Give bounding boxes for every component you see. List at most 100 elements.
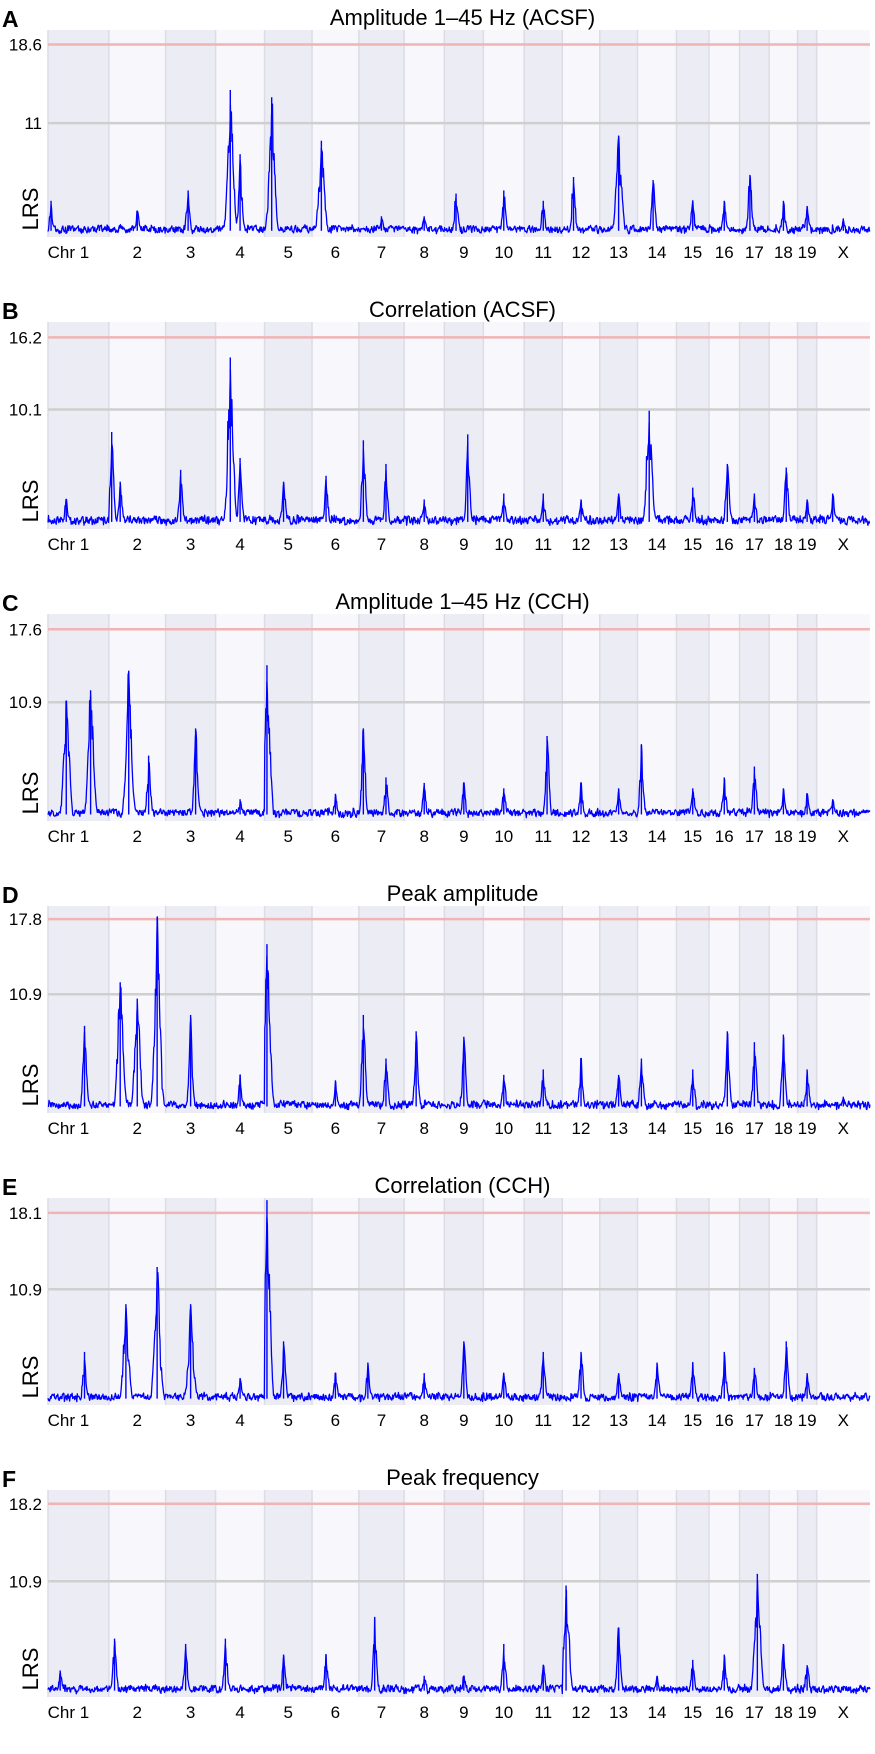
chromosome-label: 18 (774, 243, 793, 262)
chromosome-label: 12 (572, 827, 591, 846)
chromosome-label: 2 (133, 1119, 142, 1138)
chromosome-band (769, 1198, 798, 1405)
y-tick-label: 18.2 (9, 1495, 42, 1514)
lrs-trace (47, 671, 871, 819)
chromosome-label: 10 (494, 243, 513, 262)
chromosome-label: 4 (235, 1703, 244, 1722)
plot-area: 18.2 10.9 LRS Chr 1 2 3 4 5 6 7 8 9 10 11 12 13 14 15 16 17… (9, 1490, 871, 1722)
chromosome-label: 4 (235, 535, 244, 554)
y-tick-label: 18.6 (9, 35, 42, 54)
chromosome-label: 4 (235, 1119, 244, 1138)
chromosome-label: 15 (683, 535, 702, 554)
chromosome-label: 2 (133, 243, 142, 262)
chromosome-label: 8 (419, 535, 428, 554)
chromosome-label: 7 (377, 243, 386, 262)
chromosome-band (108, 30, 166, 237)
chromosome-label: 18 (774, 1411, 793, 1430)
chromosome-band (797, 1198, 817, 1405)
chromosome-label: 13 (609, 535, 628, 554)
lrs-trace (47, 916, 871, 1111)
chromosome-band (599, 1198, 638, 1405)
chromosome-label: 11 (534, 1119, 552, 1138)
chart-title: Peak amplitude (386, 881, 539, 906)
chromosome-label: 15 (683, 827, 702, 846)
chromosome-band (404, 1490, 445, 1697)
plot-area: 17.6 10.9 LRS Chr 1 2 3 4 5 6 7 8 9 10 11 12 13 14 15 16 17… (9, 614, 871, 846)
chromosome-label: Chr 1 (48, 1119, 90, 1138)
chromosome-label: 5 (284, 827, 293, 846)
chromosome-label: 11 (534, 243, 552, 262)
chromosome-label: 10 (494, 827, 513, 846)
chromosome-label: 15 (683, 1411, 702, 1430)
chromosome-label: 18 (774, 1119, 793, 1138)
chromosome-label: 7 (377, 535, 386, 554)
chromosome-band (444, 30, 484, 237)
chromosome-label: 9 (459, 827, 468, 846)
chromosome-label: 5 (284, 243, 293, 262)
chromosome-label: 12 (572, 535, 591, 554)
y-tick-label: 10.9 (9, 1280, 42, 1299)
chromosome-band (444, 1490, 484, 1697)
chromosome-label: 16 (715, 1411, 734, 1430)
chromosome-label: 17 (745, 535, 764, 554)
chromosome-label: 15 (683, 243, 702, 262)
chromosome-band (48, 906, 109, 1113)
chromosome-label: 16 (715, 535, 734, 554)
plot-area: 16.2 10.1 LRS Chr 1 2 3 4 5 6 7 8 9 10 11 12 13 14 15 16 17… (9, 322, 871, 554)
chromosome-label: 6 (331, 827, 340, 846)
panel-e: E Correlation (CCH) 18.1 10.9 LRS Chr 1 2 3 4 5 6 7… (0, 1168, 875, 1460)
chromosome-label: 7 (377, 1411, 386, 1430)
chromosome-band (637, 322, 677, 529)
chromosome-band (739, 30, 770, 237)
chromosome-label: 6 (331, 1411, 340, 1430)
chromosome-label: X (838, 535, 849, 554)
chromosome-band (797, 30, 817, 237)
chromosome-band (797, 1490, 817, 1697)
panel-letter: D (2, 882, 19, 908)
chromosome-label: X (838, 1411, 849, 1430)
chromosome-band (816, 322, 870, 529)
chromosome-band (165, 614, 216, 821)
panel-letter: B (2, 298, 19, 324)
plot-area: 18.6 11 LRS Chr 1 2 3 4 5 6 7 8 9 10 11 12 13 14 15 16 17 18… (9, 30, 871, 262)
chromosome-band (483, 1198, 525, 1405)
chromosome-band (404, 322, 445, 529)
chromosome-label: 16 (715, 827, 734, 846)
chromosome-label: 11 (534, 827, 552, 846)
chromosome-label: 5 (284, 535, 293, 554)
chromosome-label: X (838, 1703, 849, 1722)
chromosome-label: 13 (609, 827, 628, 846)
chart-title: Peak frequency (386, 1465, 539, 1490)
chromosome-band (797, 322, 817, 529)
chromosome-label: 3 (186, 1119, 195, 1138)
chromosome-label: 15 (683, 1703, 702, 1722)
chromosome-band (708, 322, 740, 529)
chromosome-label: 16 (715, 1703, 734, 1722)
chromosome-band (404, 30, 445, 237)
chromosome-label: 11 (534, 1703, 552, 1722)
chromosome-label: 9 (459, 1703, 468, 1722)
chart-title: Amplitude 1–45 Hz (CCH) (335, 589, 590, 614)
chromosome-label: Chr 1 (48, 243, 90, 262)
chromosome-band (358, 1198, 405, 1405)
y-axis-label: LRS (18, 188, 43, 231)
y-tick-label: 16.2 (9, 328, 42, 347)
chromosome-label: 19 (798, 827, 817, 846)
chromosome-band (48, 1490, 109, 1697)
chromosome-label: 14 (648, 827, 667, 846)
chromosome-band (562, 30, 600, 237)
chromosome-band (48, 614, 109, 821)
chromosome-band (312, 1198, 359, 1405)
chromosome-band (48, 322, 109, 529)
lrs-trace (47, 103, 871, 235)
y-tick-label: 17.8 (9, 910, 42, 929)
y-axis-label: LRS (18, 1356, 43, 1399)
chromosome-band (444, 322, 484, 529)
chromosome-label: 8 (419, 1119, 428, 1138)
y-axis-label: LRS (18, 480, 43, 523)
lrs-trace (47, 368, 871, 527)
lrs-trace (47, 1216, 871, 1403)
chromosome-band (769, 322, 798, 529)
